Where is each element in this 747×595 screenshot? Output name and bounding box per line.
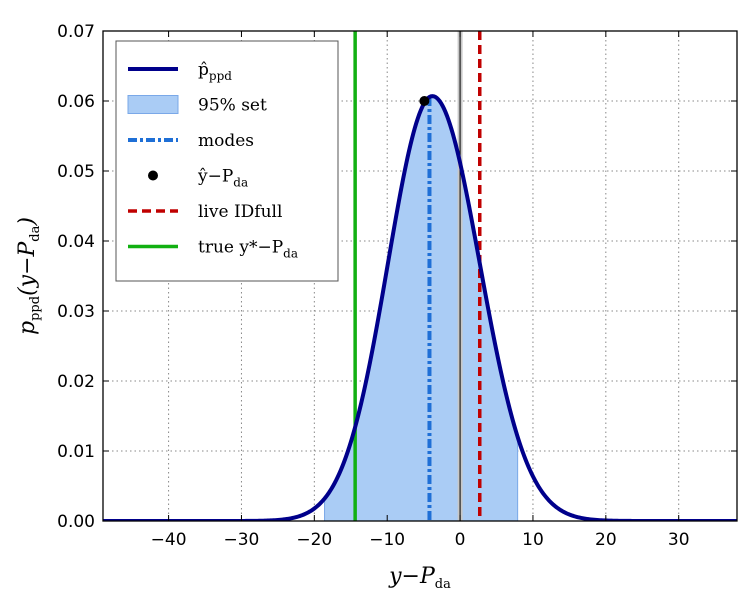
y-tick-label: 0.06 bbox=[57, 92, 95, 112]
legend-label: 95% set bbox=[198, 96, 267, 116]
y-tick-label: 0.07 bbox=[57, 22, 95, 42]
ticks: −40 −30 −20 −10 0 10 20 30 0.00 0.01 0.02 0.03 0.04 0… bbox=[57, 22, 737, 550]
legend: p̂ppd 95% set modes ŷ−Pda live IDfull true y*… bbox=[115, 40, 339, 282]
legend-swatch-credible-set bbox=[127, 95, 179, 114]
legend-label: live IDfull bbox=[198, 202, 282, 222]
legend-label: true y*−Pda bbox=[198, 238, 298, 261]
x-tick-label: −10 bbox=[369, 530, 405, 550]
legend-swatch-point-estimate bbox=[148, 170, 158, 181]
legend-label: modes bbox=[198, 131, 254, 151]
x-tick-label: 0 bbox=[455, 530, 466, 550]
y-tick-label: 0.00 bbox=[57, 512, 95, 532]
x-tick-label: 10 bbox=[522, 530, 544, 550]
x-tick-label: 30 bbox=[668, 530, 690, 550]
point-estimate-marker bbox=[419, 96, 430, 106]
y-tick-label: 0.04 bbox=[57, 232, 95, 252]
y-tick-label: 0.02 bbox=[57, 372, 95, 392]
legend-label: p̂ppd bbox=[198, 60, 232, 83]
y-tick-label: 0.01 bbox=[57, 442, 95, 462]
x-tick-label: −30 bbox=[224, 530, 260, 550]
x-tick-label: −40 bbox=[151, 530, 187, 550]
y-axis-label: pppd(y−Pda) bbox=[15, 217, 43, 335]
x-tick-label: −20 bbox=[296, 530, 332, 550]
x-tick-label: 20 bbox=[595, 530, 617, 550]
y-tick-label: 0.03 bbox=[57, 302, 95, 322]
y-tick-label: 0.05 bbox=[57, 162, 95, 182]
plot-frame bbox=[102, 30, 738, 522]
x-axis-label: y−Pda bbox=[388, 564, 451, 592]
legend-label: ŷ−Pda bbox=[197, 167, 248, 190]
legend-box bbox=[115, 40, 339, 282]
